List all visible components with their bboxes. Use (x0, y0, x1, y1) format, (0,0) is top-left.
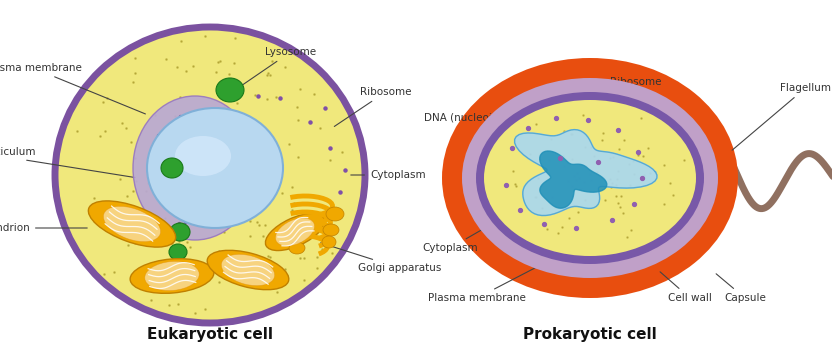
Ellipse shape (265, 213, 324, 251)
Text: Cell wall: Cell wall (660, 272, 712, 303)
Text: Cytoplasm: Cytoplasm (351, 170, 426, 180)
Text: Prokaryotic cell: Prokaryotic cell (523, 328, 657, 342)
Text: Endoplasmic reticulum: Endoplasmic reticulum (0, 147, 136, 177)
Text: Cytoplasm: Cytoplasm (423, 211, 513, 253)
Text: Golgi apparatus: Golgi apparatus (320, 243, 441, 273)
Ellipse shape (147, 108, 283, 228)
Ellipse shape (133, 96, 257, 240)
Text: Ribosome: Ribosome (609, 77, 661, 126)
Text: DNA (nucleoid): DNA (nucleoid) (423, 113, 556, 157)
Ellipse shape (476, 92, 704, 264)
Ellipse shape (157, 116, 241, 220)
Ellipse shape (88, 201, 176, 247)
Ellipse shape (462, 78, 718, 278)
Ellipse shape (103, 206, 161, 242)
Ellipse shape (130, 259, 214, 293)
Polygon shape (515, 130, 657, 216)
Ellipse shape (175, 136, 231, 176)
Text: Ribosome: Ribosome (334, 87, 412, 126)
Text: Plasma membrane: Plasma membrane (428, 257, 556, 303)
Ellipse shape (326, 207, 344, 221)
Ellipse shape (275, 218, 314, 246)
Ellipse shape (207, 250, 289, 290)
Ellipse shape (221, 255, 275, 285)
Text: Mitochondrion: Mitochondrion (0, 223, 87, 233)
Text: Plasma membrane: Plasma membrane (0, 63, 146, 114)
Ellipse shape (169, 244, 187, 260)
Text: Lysosome: Lysosome (240, 47, 316, 86)
Ellipse shape (161, 158, 183, 178)
Polygon shape (540, 151, 607, 208)
Ellipse shape (322, 236, 336, 248)
Ellipse shape (216, 78, 244, 102)
Ellipse shape (484, 100, 696, 256)
Ellipse shape (442, 58, 738, 298)
Ellipse shape (289, 242, 305, 254)
Ellipse shape (170, 223, 190, 241)
Text: Capsule: Capsule (716, 274, 766, 303)
Ellipse shape (323, 224, 339, 236)
Ellipse shape (55, 27, 365, 323)
Text: Flagellum: Flagellum (732, 83, 831, 150)
Text: Eukaryotic cell: Eukaryotic cell (147, 328, 273, 342)
Ellipse shape (145, 261, 199, 291)
